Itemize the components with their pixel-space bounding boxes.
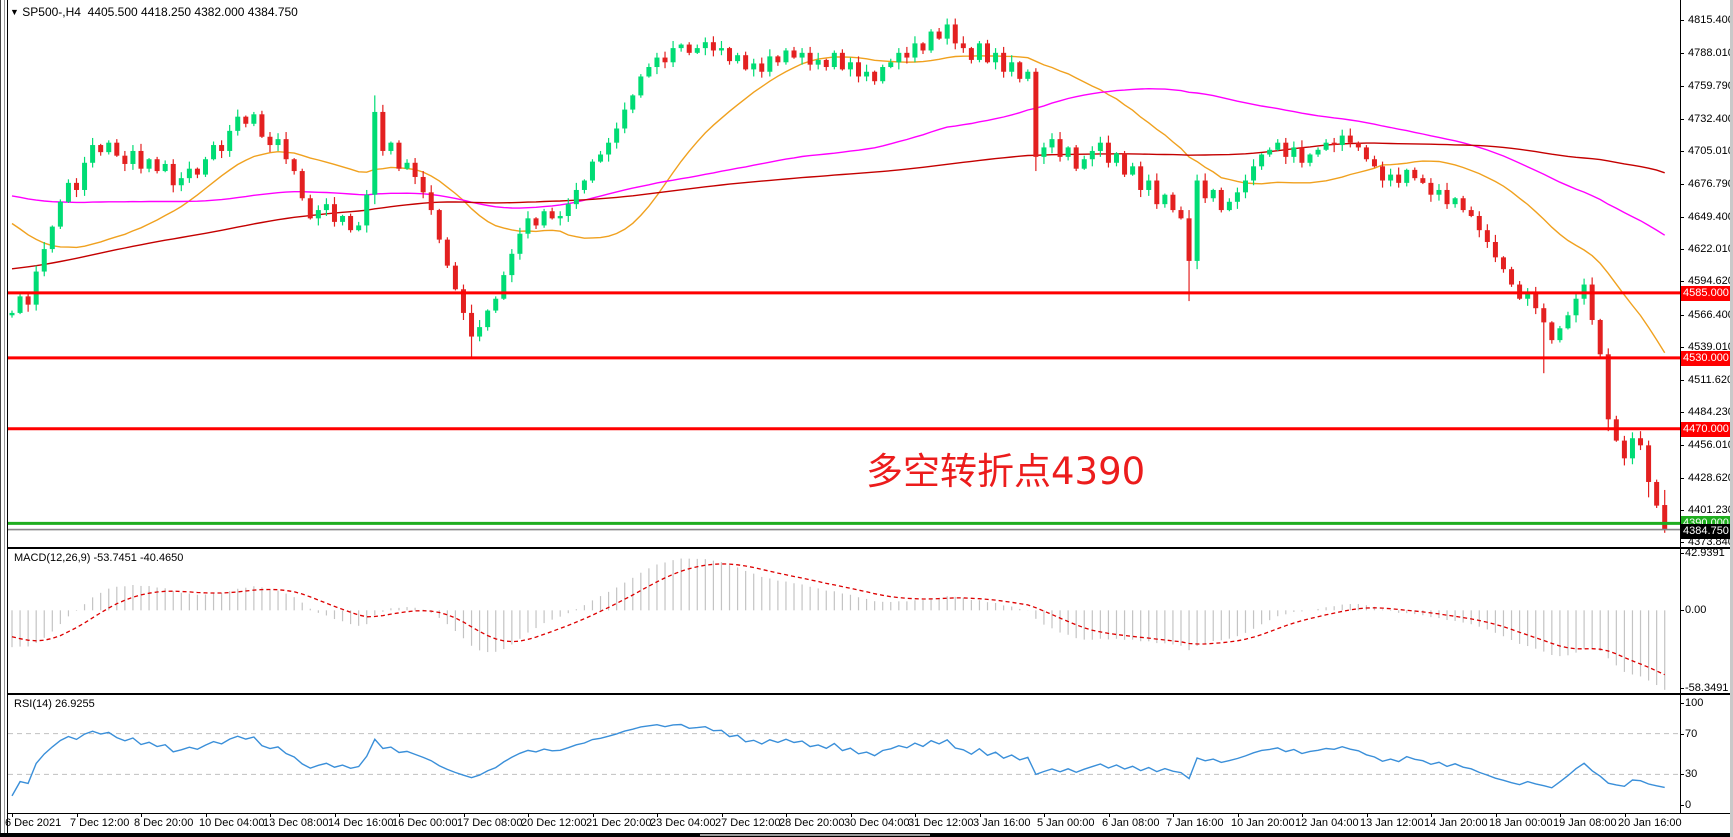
rsi-value: 26.9255 [54, 698, 95, 710]
macd-axis-label: 42.9391 [1685, 547, 1725, 559]
price-axis-label: 4732.400 [1688, 113, 1733, 125]
time-axis-label: 20 Jan 16:00 [1618, 817, 1682, 829]
time-axis-label: 6 Jan 08:00 [1102, 817, 1160, 829]
macd-axis-label: -58.3491 [1685, 682, 1729, 694]
price-axis-label: 4373.840 [1688, 536, 1733, 548]
time-axis-label: 27 Dec 12:00 [715, 817, 781, 829]
price-axis-label: 4815.400 [1688, 14, 1733, 26]
time-axis-label: 12 Jan 04:00 [1295, 817, 1359, 829]
price-axis-label: 4788.010 [1688, 47, 1733, 59]
time-axis-label: 17 Dec 08:00 [457, 817, 523, 829]
symbol-dropdown-icon[interactable]: ▼ [10, 7, 19, 17]
price-axis-label: 4759.790 [1688, 80, 1733, 92]
time-axis-label: 10 Jan 20:00 [1231, 817, 1295, 829]
time-axis-label: 7 Jan 16:00 [1166, 817, 1224, 829]
time-axis-label: 19 Jan 08:00 [1553, 817, 1617, 829]
price-axis-label: 4649.400 [1688, 211, 1733, 223]
price-axis-label: 4705.010 [1688, 145, 1733, 157]
price-axis-label: 4566.400 [1688, 309, 1733, 321]
time-axis-label: 14 Dec 16:00 [328, 817, 394, 829]
rsi-axis-label: 0 [1685, 799, 1692, 811]
horizontal-scrollbar-thumb[interactable] [700, 834, 930, 836]
symbol-timeframe: SP500-,H4 [22, 5, 81, 19]
plot-left-border [7, 0, 8, 833]
time-axis-label: 8 Dec 20:00 [134, 817, 194, 829]
price-line-badge: 4470.000 [1681, 422, 1731, 437]
price-axis-label: 4539.010 [1688, 341, 1733, 353]
price-axis-label: 4676.790 [1688, 178, 1733, 190]
rsi-axis-label: 30 [1685, 768, 1698, 780]
title-ohlc-values: 4405.500 4418.250 4382.000 4384.750 [87, 5, 298, 19]
price-axis-label: 4484.230 [1688, 406, 1733, 418]
window-left-border-inner [4, 0, 5, 837]
time-axis-label: 23 Dec 04:00 [650, 817, 716, 829]
macd-axis-label: 0.00 [1685, 604, 1707, 616]
price-axis-label: 4594.620 [1688, 275, 1733, 287]
time-axis-label: 13 Dec 08:00 [263, 817, 329, 829]
price-axis-label: 4511.620 [1688, 374, 1733, 386]
time-axis-label: 20 Dec 12:00 [521, 817, 587, 829]
time-axis-label: 10 Dec 04:00 [199, 817, 265, 829]
time-axis-label: 30 Dec 04:00 [844, 817, 910, 829]
time-axis-label: 18 Jan 00:00 [1489, 817, 1553, 829]
window-left-border [0, 0, 1, 837]
rsi-axis-label: 100 [1685, 697, 1704, 709]
price-line-badge: 4585.000 [1681, 286, 1731, 301]
time-axis-label: 28 Dec 20:00 [779, 817, 845, 829]
time-axis-label: 21 Dec 20:00 [586, 817, 652, 829]
price-line-badge: 4530.000 [1681, 351, 1731, 366]
price-axis-label: 4401.230 [1688, 504, 1733, 516]
time-axis-label: 3 Jan 16:00 [973, 817, 1031, 829]
window-right-border [1730, 0, 1733, 837]
price-axis-label: 4622.010 [1688, 243, 1733, 255]
time-axis-label: 6 Dec 2021 [5, 817, 62, 829]
current-price-badge: 4384.750 [1681, 524, 1731, 539]
time-axis-label: 16 Dec 00:00 [392, 817, 458, 829]
price-axis-label: 4428.620 [1688, 472, 1733, 484]
rsi-indicator-label: RSI(14) 26.9255 [14, 698, 95, 710]
time-axis-label: 13 Jan 12:00 [1360, 817, 1424, 829]
pivot-point-annotation: 多空转折点4390 [866, 450, 1146, 493]
time-axis-label: 31 Dec 12:00 [908, 817, 974, 829]
time-axis-label: 14 Jan 20:00 [1424, 817, 1488, 829]
chart-title: ▼ SP500-,H4 4405.500 4418.250 4382.000 4… [10, 5, 298, 19]
macd-signal-value: -40.4650 [139, 552, 184, 564]
macd-main-value: -53.7451 [93, 552, 137, 564]
macd-indicator-label: MACD(12,26,9) -53.7451 -40.4650 [14, 552, 184, 564]
price-axis-label: 4456.010 [1688, 439, 1733, 451]
rsi-axis-label: 70 [1685, 728, 1698, 740]
time-axis-label: 5 Jan 00:00 [1037, 817, 1095, 829]
time-axis-label: 7 Dec 12:00 [70, 817, 130, 829]
